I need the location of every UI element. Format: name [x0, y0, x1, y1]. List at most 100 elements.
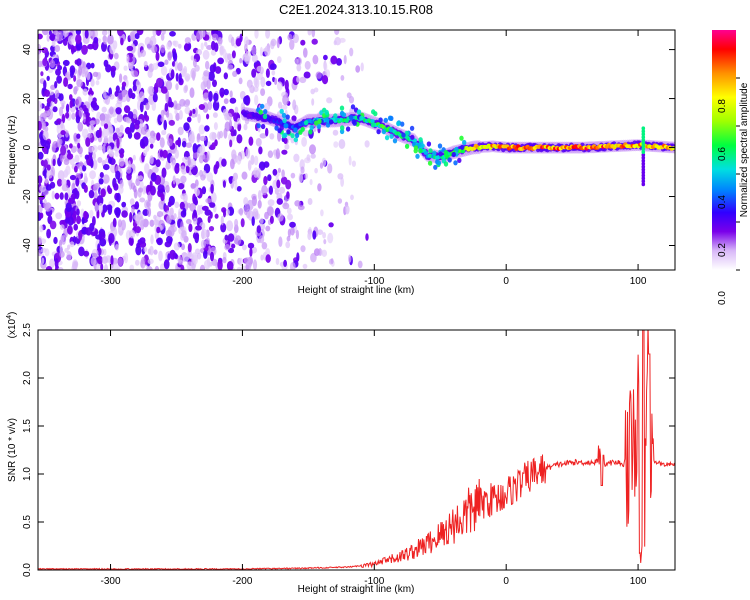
spectrogram-noise-blob [82, 88, 88, 96]
spectrogram-dip-feature [641, 164, 646, 169]
spectrogram-ridge-scatter [404, 130, 409, 136]
spectrogram-dip-feature [641, 150, 646, 154]
spectrogram-noise-blob [38, 151, 44, 160]
spectrogram-noise-blob [280, 104, 288, 110]
spectrogram-ridge-scatter [281, 112, 287, 118]
spectrogram-noise-blob [252, 259, 258, 270]
spectrogram-noise-blob [312, 54, 319, 65]
spectrogram-noise-blob [184, 106, 191, 115]
spectrogram-noise-blob [80, 67, 86, 78]
spectrogram-noise-blob [143, 149, 148, 157]
spectrogram-noise-blob [42, 129, 49, 141]
spectrogram-ridge-scatter [290, 133, 295, 139]
snr-x-tick-label: -300 [101, 576, 121, 587]
spectrogram-noise-blob [109, 94, 115, 100]
spectrogram-noise-blob [45, 266, 53, 270]
spectrogram-noise-blob [222, 48, 227, 60]
spectrogram-noise-blob [143, 60, 148, 68]
spectrogram-noise-blob [90, 62, 95, 69]
spectrogram-noise-blob [98, 202, 104, 214]
spectrogram-noise-blob [169, 249, 176, 260]
spectrogram-noise-blob [128, 88, 133, 99]
spectrogram-noise-blob [233, 129, 237, 137]
spectrogram-noise-blob [103, 90, 107, 99]
spectrogram-noise-blob [116, 192, 121, 203]
spectrogram-noise-blob [268, 185, 273, 195]
spectrogram-noise-blob [304, 60, 311, 70]
spectrogram-noise-blob [208, 226, 215, 232]
spectrogram-noise-blob [133, 123, 140, 130]
spectrogram-noise-blob [289, 262, 296, 270]
spectrogram-noise-blob [248, 136, 254, 146]
spectrogram-noise-blob [171, 61, 176, 67]
spectrogram-noise-blob [160, 117, 165, 123]
spectrogram-noise-blob [169, 31, 176, 37]
spectrogram-ridge-scatter [325, 122, 331, 128]
spectrogram-noise-blob [60, 130, 66, 136]
spectrogram-noise-blob [220, 215, 224, 226]
spectrogram-noise-blob [94, 201, 99, 213]
spectrogram-noise-blob [327, 163, 333, 174]
spectrogram-noise-blob [78, 230, 83, 241]
spectrogram-noise-blob [231, 50, 236, 59]
spectrogram-noise-blob [190, 55, 194, 61]
spectrogram-noise-blob [214, 213, 219, 219]
spectrogram-noise-blob [185, 75, 190, 82]
spectrogram-noise-blob [183, 122, 190, 131]
spectrogram-noise-blob [110, 65, 117, 72]
spectrogram-noise-blob [160, 65, 168, 76]
spectrogram-noise-blob [108, 157, 112, 164]
spectrogram-noise-blob [230, 36, 235, 47]
spectrogram-noise-blob [177, 126, 184, 136]
spectrogram-noise-blob [133, 185, 137, 193]
spectrogram-noise-blob [123, 65, 128, 71]
spectrogram-ridge-scatter [298, 129, 303, 135]
spectrogram-noise-blob [75, 34, 82, 44]
spectrogram-noise-blob [179, 98, 186, 107]
spectrogram-ridge-scatter [333, 113, 338, 119]
spectrogram-noise-blob [200, 239, 206, 249]
spectrogram-noise-blob [165, 94, 169, 103]
spectrogram-noise-blob [213, 92, 219, 102]
spectrogram-noise-blob [292, 33, 299, 44]
spectrogram-noise-blob [310, 153, 316, 159]
spectrogram-noise-blob [132, 154, 136, 161]
spectrogram-noise-blob [153, 249, 158, 255]
spectrogram-noise-blob [56, 178, 63, 187]
spectrogram-noise-blob [139, 237, 146, 244]
spectrogram-noise-blob [116, 137, 120, 149]
spectrogram-noise-blob [287, 33, 293, 41]
spectrogram-noise-blob [201, 30, 206, 38]
spectrogram-noise-blob [258, 161, 266, 171]
spectrogram-ridge-scatter [260, 123, 266, 130]
spectrogram-noise-blob [69, 241, 75, 248]
spectrogram-noise-blob [199, 264, 206, 270]
spectrogram-noise-blob [57, 65, 63, 71]
spectrogram-noise-blob [66, 250, 72, 261]
spectrogram-noise-blob [253, 155, 259, 166]
spectrogram-noise-blob [194, 198, 199, 206]
spectrogram-noise-blob [39, 212, 44, 219]
spectrogram-noise-blob [300, 166, 305, 174]
spectrogram-noise-blob [334, 30, 340, 35]
spectrogram-noise-blob [243, 257, 251, 264]
spectrogram-ridge-scatter [294, 132, 300, 138]
spectrogram-ridge-scatter [443, 150, 449, 156]
spectrogram-x-tick-label: -300 [101, 276, 121, 287]
spectrogram-noise-blob [344, 204, 350, 215]
spectrogram-ridge-scatter [376, 129, 381, 135]
spectrogram-noise-blob [38, 175, 43, 184]
spectrogram-noise-blob [198, 124, 206, 135]
spectrogram-noise-blob [298, 172, 303, 183]
spectrogram-noise-blob [318, 247, 322, 256]
spectrogram-noise-blob [39, 224, 44, 233]
spectrogram-noise-blob [152, 166, 159, 173]
spectrogram-noise-blob [75, 30, 81, 36]
spectrogram-noise-blob [172, 51, 177, 60]
spectrogram-noise-blob [203, 157, 209, 163]
spectrogram-noise-blob [254, 94, 259, 106]
spectrogram-ridge-scatter [324, 117, 330, 123]
spectrogram-noise-blob [163, 119, 167, 131]
spectrogram-noise-blob [78, 64, 82, 76]
spectrogram-noise-blob [251, 54, 258, 63]
